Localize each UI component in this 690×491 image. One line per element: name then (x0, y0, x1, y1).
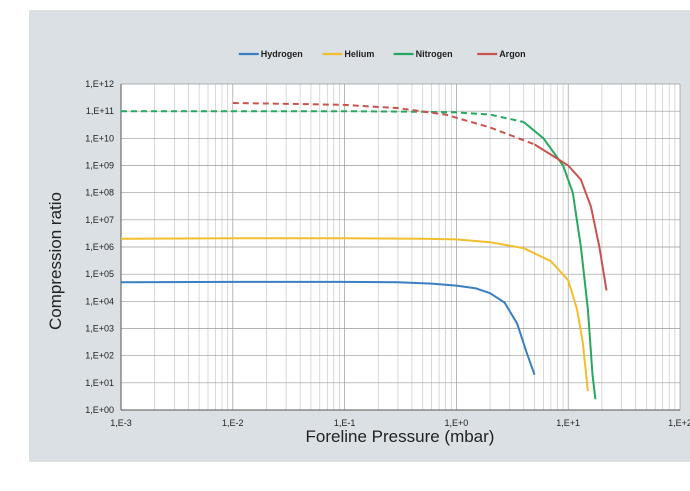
x-tick-label: 1,E-3 (110, 418, 132, 428)
chart: 1,E+00 1,E+01 1,E+02 1,E+03 1,E+04 1,E+05 1,E+… (46, 49, 690, 446)
y-tick-label: 1,E+03 (85, 324, 114, 334)
legend: Hydrogen Helium Nitrogen Argon (238, 49, 526, 59)
y-tick-label: 1,E+11 (86, 106, 114, 116)
x-tick-label: 1,E+0 (445, 418, 469, 428)
y-tick-label: 1,E+12 (85, 79, 114, 89)
y-tick-label: 1,E+00 (85, 405, 114, 415)
chart-panel: 1,E+00 1,E+01 1,E+02 1,E+03 1,E+04 1,E+05 1,E+… (29, 10, 690, 462)
y-axis-title: Compression ratio (46, 192, 65, 330)
y-tick-label: 1,E+07 (85, 215, 114, 225)
x-tick-label: 1,E-1 (334, 418, 356, 428)
y-tick-label: 1,E+04 (85, 296, 114, 306)
series-line-helium (120, 237, 589, 392)
x-tick-labels: 1,E-3 1,E-2 1,E-1 1,E+0 1,E+1 1,E+2 (110, 418, 690, 428)
x-tick-label: 1,E+2 (668, 418, 690, 428)
x-tick-label: 1,E-2 (222, 418, 244, 428)
x-tick-label: 1,E+1 (556, 418, 580, 428)
y-tick-label: 1,E+02 (85, 351, 114, 361)
legend-label-nitrogen: Nitrogen (416, 49, 453, 59)
y-tick-label: 1,E+05 (85, 269, 114, 279)
series-line-nitrogen (523, 121, 597, 400)
legend-label-helium: Helium (344, 49, 374, 59)
series-line-argon (533, 143, 608, 291)
legend-label-hydrogen: Hydrogen (261, 49, 303, 59)
series-line-argon-dashed (232, 102, 535, 146)
y-tick-label: 1,E+08 (85, 188, 114, 198)
grid (120, 83, 681, 411)
legend-label-argon: Argon (499, 49, 526, 59)
y-tick-label: 1,E+09 (85, 161, 114, 171)
series-line-hydrogen (120, 280, 536, 376)
y-tick-labels: 1,E+00 1,E+01 1,E+02 1,E+03 1,E+04 1,E+05 1,E+… (85, 79, 114, 415)
y-tick-label: 1,E+10 (85, 133, 114, 143)
x-axis-title: Foreline Pressure (mbar) (306, 427, 495, 446)
series-lines (120, 102, 608, 400)
y-tick-label: 1,E+06 (85, 242, 114, 252)
y-tick-label: 1,E+01 (85, 378, 114, 388)
